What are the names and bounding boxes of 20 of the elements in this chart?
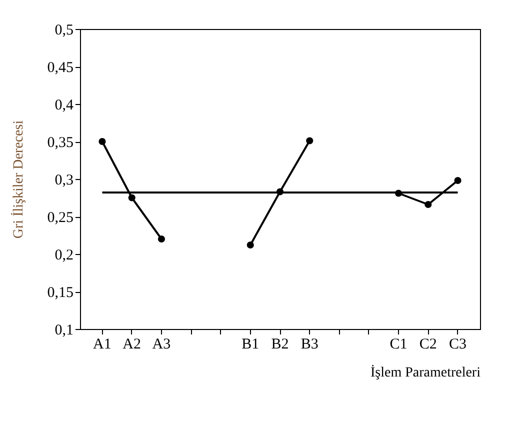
x-tick-label: B2 [271,336,289,352]
y-tick-label: 0,5 [54,22,74,38]
x-tick-label: B1 [242,336,260,352]
x-tick-label: B3 [300,336,318,352]
y-tick-label: 0,15 [47,285,74,301]
x-tick-label: C2 [419,336,437,352]
x-tick-label: C1 [390,336,408,352]
x-tick-label: A2 [122,336,142,352]
x-tick-label: A3 [152,336,171,352]
y-tick-label: 0,1 [54,322,74,338]
x-axis-title: İşlem Parametreleri [370,364,481,380]
y-axis-title: Gri İlişkiler Derecesi [10,120,26,239]
y-tick-label: 0,3 [54,172,74,188]
x-tick-label: C3 [449,336,467,352]
x-tick-label: A1 [93,336,112,352]
y-tick-label: 0,35 [47,135,74,151]
y-tick-label: 0,2 [54,248,74,264]
y-tick-label: 0,45 [47,60,74,76]
y-tick-label: 0,25 [47,210,74,226]
y-tick-label: 0,4 [54,98,74,114]
